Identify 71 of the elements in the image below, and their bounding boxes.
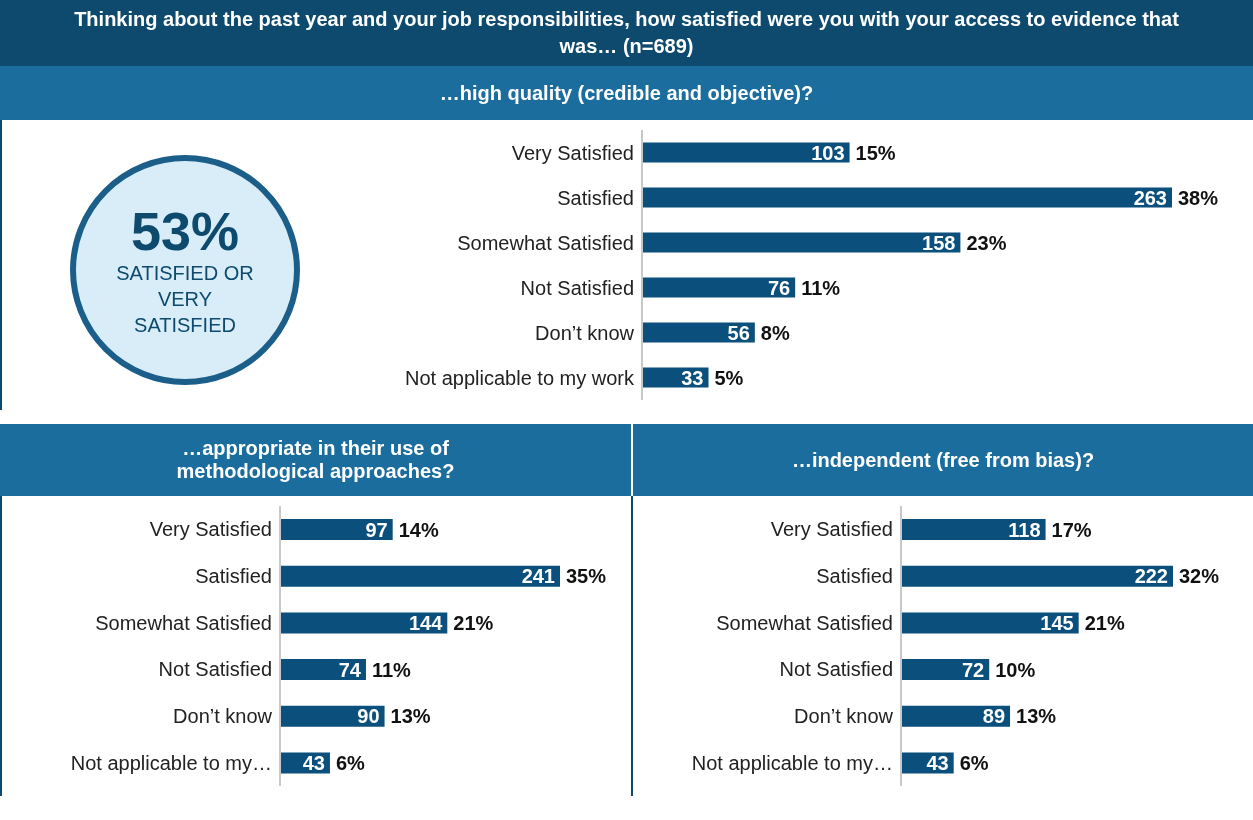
annotation: 21% bbox=[1084, 611, 1125, 634]
data-label: 43 bbox=[926, 752, 949, 774]
data-label: 263 bbox=[1133, 186, 1167, 209]
y-tick-label: Not applicable to my work bbox=[405, 366, 635, 389]
annotation: 11% bbox=[371, 658, 412, 681]
annotation: 6% bbox=[335, 751, 366, 774]
y-tick-label: Not Satisfied bbox=[520, 276, 634, 299]
y-tick-label: Don’t know bbox=[173, 705, 273, 728]
data-label: 158 bbox=[922, 231, 956, 254]
data-label: 103 bbox=[811, 141, 845, 164]
data-label: 241 bbox=[521, 565, 555, 588]
bar bbox=[901, 519, 1046, 541]
bar bbox=[642, 142, 850, 163]
chart-title: …appropriate in their use of methodological approaches? bbox=[175, 437, 456, 483]
data-label: 56 bbox=[727, 321, 750, 344]
annotation: 11% bbox=[801, 276, 841, 299]
y-tick-label: Not applicable to my… bbox=[70, 751, 272, 774]
bar bbox=[280, 612, 448, 634]
annotation: 38% bbox=[1178, 186, 1219, 209]
bar bbox=[901, 612, 1079, 634]
y-tick-label: Don’t know bbox=[535, 321, 635, 344]
annotation: 13% bbox=[390, 705, 431, 728]
bar bbox=[642, 277, 796, 298]
annotation: 10% bbox=[995, 658, 1036, 681]
annotation: 15% bbox=[855, 141, 896, 164]
annotation: 13% bbox=[1016, 705, 1057, 728]
y-tick-label: Not Satisfied bbox=[158, 658, 272, 681]
data-label: 33 bbox=[681, 366, 704, 389]
data-label: 43 bbox=[302, 752, 325, 774]
annotation: 17% bbox=[1051, 518, 1092, 541]
bar bbox=[280, 659, 366, 681]
data-label: 118 bbox=[1008, 518, 1041, 541]
bar bbox=[642, 187, 1172, 208]
y-tick-label: Somewhat Satisfied bbox=[716, 611, 893, 634]
bar bbox=[280, 565, 560, 587]
y-tick-label: Not applicable to my… bbox=[691, 751, 893, 774]
chart-title: …independent (free from bias)? bbox=[791, 448, 1095, 472]
data-label: 145 bbox=[1040, 612, 1074, 634]
y-tick-label: Not Satisfied bbox=[779, 658, 893, 681]
y-tick-label: Satisfied bbox=[557, 186, 634, 209]
data-label: 89 bbox=[982, 705, 1006, 728]
data-label: 222 bbox=[1134, 565, 1168, 588]
bar bbox=[642, 232, 961, 253]
y-tick-label: Somewhat Satisfied bbox=[457, 231, 634, 254]
annotation: 23% bbox=[966, 231, 1007, 254]
data-label: 74 bbox=[338, 658, 362, 681]
annotation: 35% bbox=[566, 565, 607, 588]
data-label: 144 bbox=[408, 612, 444, 634]
data-label: 90 bbox=[357, 705, 380, 728]
y-tick-label: Very Satisfied bbox=[149, 518, 272, 541]
text: Thinking about the past year and your job responsibilities, how satisfied were you with your access to evidence that was… (n=689) bbox=[0, 0, 1253, 66]
annotation: 5% bbox=[714, 366, 744, 389]
text: SATISFIED OR VERY SATISFIED bbox=[115, 261, 255, 338]
annotation: 8% bbox=[760, 321, 790, 344]
y-tick-label: Somewhat Satisfied bbox=[95, 611, 272, 634]
data-label: 97 bbox=[365, 518, 388, 541]
y-tick-label: Very Satisfied bbox=[770, 518, 893, 541]
y-tick-label: Satisfied bbox=[195, 565, 272, 588]
annotation: 6% bbox=[959, 751, 989, 774]
data-label: 76 bbox=[767, 276, 791, 299]
chart-title: …high quality (credible and objective)? bbox=[439, 81, 814, 105]
y-tick-label: Very Satisfied bbox=[511, 141, 634, 164]
text: 53% bbox=[130, 201, 240, 261]
data-label: 72 bbox=[961, 658, 985, 681]
annotation: 14% bbox=[398, 518, 439, 541]
y-tick-label: Satisfied bbox=[816, 565, 893, 588]
bar bbox=[280, 519, 393, 541]
y-tick-label: Don’t know bbox=[794, 705, 894, 728]
bar bbox=[901, 565, 1173, 587]
annotation: 32% bbox=[1179, 565, 1220, 588]
annotation: 21% bbox=[453, 611, 494, 634]
